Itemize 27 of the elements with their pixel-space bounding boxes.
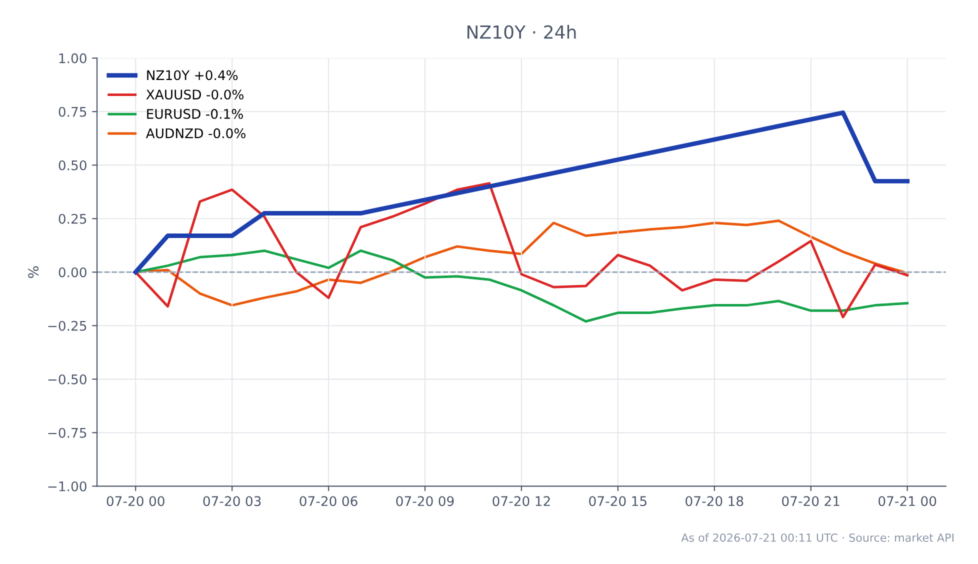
y-tick-label: −0.25 — [48, 320, 86, 331]
chart-title: NZ10Y · 24h — [467, 24, 576, 39]
legend-label: XAUUSD -0.0% — [146, 90, 244, 100]
line-series — [134, 182, 909, 318]
text: As of 2026-07-21 00:11 UTC · Source: market API — [681, 533, 954, 542]
legend-label: AUDNZD -0.0% — [146, 128, 246, 138]
y-tick-label: −1.00 — [48, 481, 86, 492]
y-tick-label: −0.75 — [48, 428, 86, 438]
x-tick-label: 07-20 06 — [300, 496, 358, 506]
y-tick-label: 1.00 — [59, 53, 86, 64]
x-tick-label: 07-20 12 — [492, 496, 550, 506]
x-tick-label: 07-20 00 — [106, 496, 164, 506]
legend-label: EURUSD -0.1% — [147, 108, 243, 119]
y-tick-label: 0.75 — [58, 106, 86, 117]
x-tick-label: 07-20 21 — [782, 496, 840, 506]
y-tick-label: 0.25 — [58, 214, 86, 224]
x-tick-label: 07-20 18 — [686, 496, 744, 506]
x-tick-label: 07-20 09 — [396, 496, 454, 506]
x-tick-label: 07-20 15 — [589, 496, 646, 506]
legend-label: NZ10Y +0.4% — [147, 70, 238, 80]
y-tick-label: 0.00 — [58, 267, 86, 278]
line-series — [133, 110, 910, 274]
y-tick-label: 0.50 — [58, 160, 86, 170]
y-axis-title: % — [28, 266, 39, 278]
x-tick-label: 07-21 00 — [878, 496, 936, 506]
y-tick-label: −0.50 — [48, 374, 86, 384]
x-tick-label: 07-20 03 — [203, 496, 261, 506]
